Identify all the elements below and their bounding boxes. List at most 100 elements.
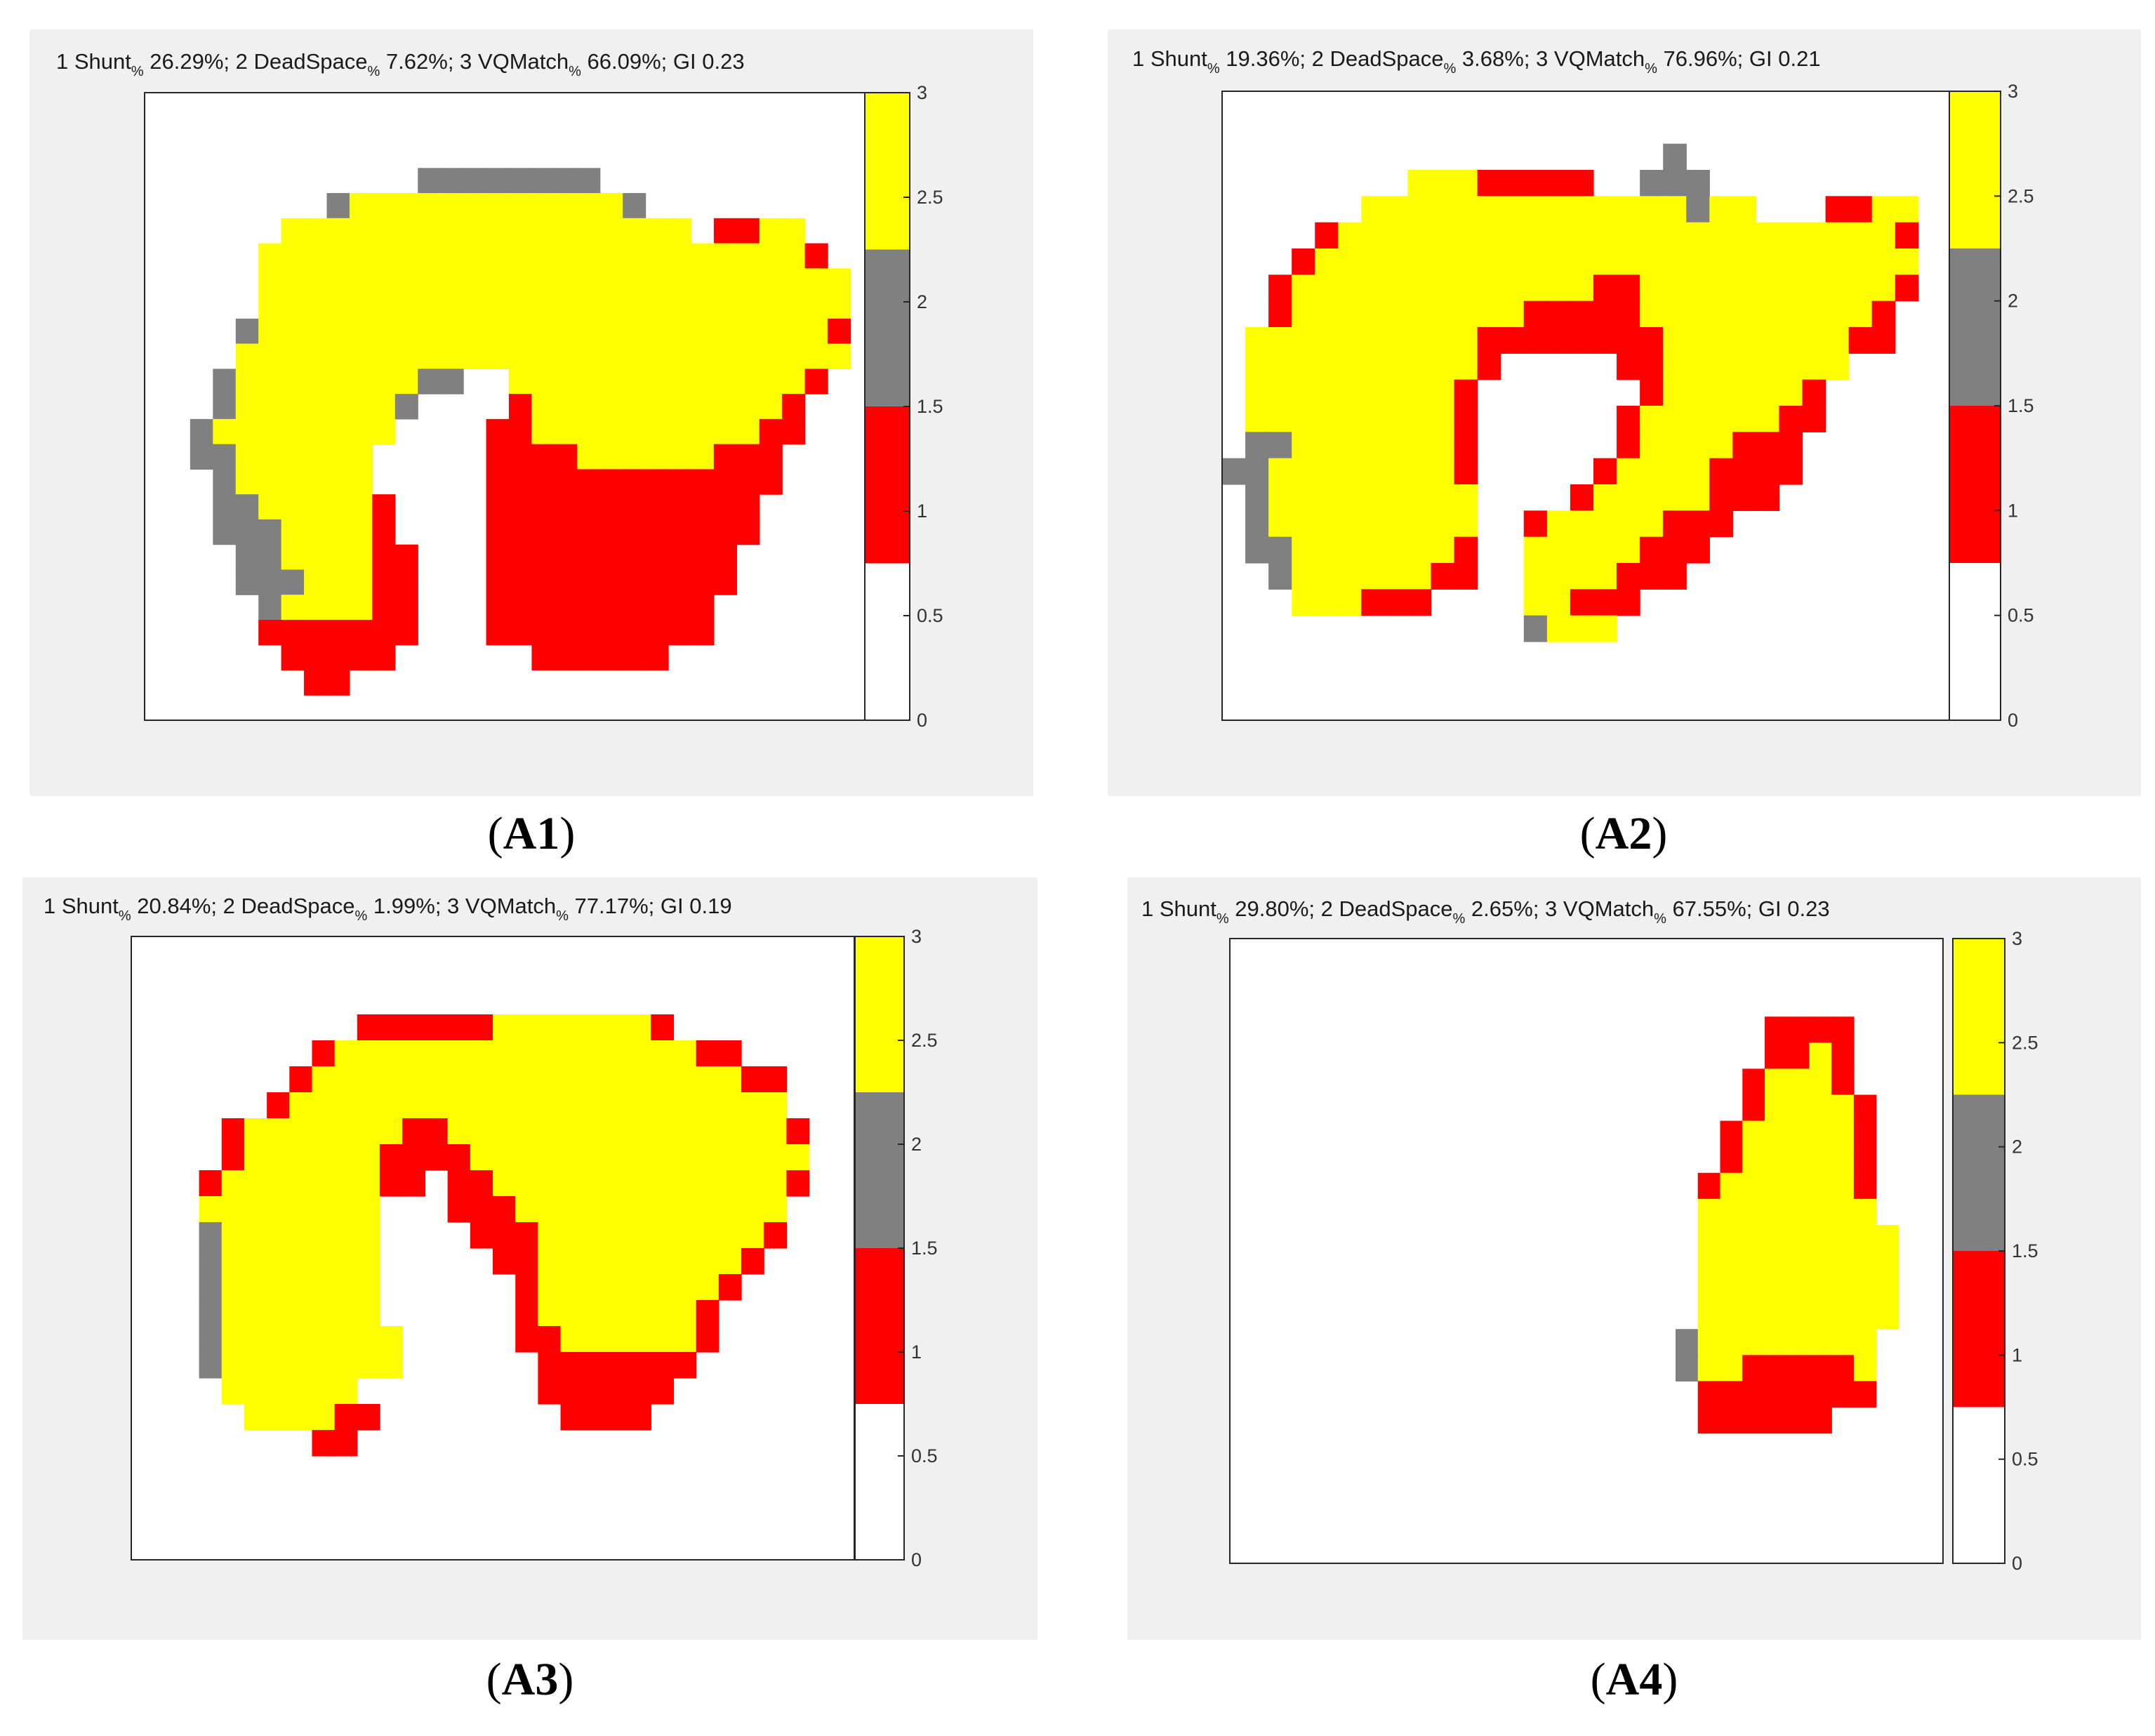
vqmatch-cell <box>289 1118 313 1145</box>
vqmatch-cell <box>1848 222 1873 249</box>
vqmatch-cell <box>470 1092 493 1119</box>
vqmatch-cell <box>599 268 623 294</box>
vqmatch-cell <box>1361 249 1386 275</box>
vqmatch-cell <box>289 1274 313 1301</box>
vqmatch-cell <box>1315 249 1339 275</box>
vqmatch-cell <box>713 243 737 269</box>
shunt-cell <box>1617 432 1640 459</box>
vqmatch-cell <box>828 343 851 369</box>
shunt-cell <box>1831 1068 1855 1096</box>
vqmatch-cell <box>1338 458 1362 485</box>
shunt-cell <box>372 494 396 520</box>
vqmatch-cell <box>583 1248 606 1275</box>
deadspace-cell <box>235 494 259 520</box>
deadspace-cell <box>1676 1355 1699 1382</box>
shunt-cell <box>402 1144 426 1171</box>
vqmatch-cell <box>1454 170 1478 197</box>
vqmatch-cell <box>1831 1172 1855 1200</box>
vqmatch-cell <box>673 1170 697 1197</box>
vqmatch-cell <box>447 1092 471 1119</box>
vqmatch-cell <box>1523 536 1548 564</box>
vqmatch-cell <box>1338 406 1362 432</box>
vqmatch-cell <box>1523 274 1548 302</box>
vqmatch-cell <box>1315 406 1339 432</box>
vqmatch-cell <box>486 268 510 294</box>
vqmatch-cell <box>1809 1042 1832 1070</box>
vqmatch-cell <box>244 1326 267 1353</box>
shunt-cell <box>425 1118 449 1145</box>
vqmatch-cell <box>470 1066 493 1093</box>
vqmatch-cell <box>1848 249 1873 275</box>
vqmatch-cell <box>691 268 715 294</box>
shunt-cell <box>1617 274 1640 302</box>
vqmatch-cell <box>764 1144 788 1171</box>
vqmatch-cell <box>1315 536 1339 564</box>
shunt-cell <box>1732 484 1757 511</box>
vqmatch-cell <box>418 343 442 369</box>
shunt-cell <box>531 644 555 671</box>
shunt-cell <box>1361 589 1386 616</box>
vqmatch-cell <box>1546 563 1571 590</box>
vqmatch-cell <box>281 343 305 369</box>
shunt-cell <box>531 619 555 646</box>
vqmatch-cell <box>486 243 510 269</box>
vqmatch-cell <box>1315 327 1339 354</box>
vqmatch-cell <box>1786 1146 1810 1174</box>
vqmatch-cell <box>1361 484 1386 511</box>
panel-label: A3 <box>501 1654 559 1705</box>
vqmatch-cell <box>470 1144 493 1171</box>
vqmatch-cell <box>583 1170 606 1197</box>
heatmap-cells <box>190 168 851 696</box>
vqmatch-cell <box>304 293 328 319</box>
shunt-cell <box>486 619 510 646</box>
vqmatch-cell <box>1384 563 1409 590</box>
vqmatch-cell <box>651 1040 675 1067</box>
vqmatch-cell <box>554 193 578 219</box>
vqmatch-cell <box>1697 1251 1721 1278</box>
shunt-cell <box>599 469 623 495</box>
vqmatch-cell <box>560 1144 584 1171</box>
colorbar-tick-label: 3 <box>917 82 927 103</box>
shunt-cell <box>1523 300 1548 328</box>
vqmatch-cell <box>645 369 669 395</box>
vqmatch-cell <box>696 1144 720 1171</box>
colorbar-tick-label: 0.5 <box>911 1445 938 1466</box>
vqmatch-cell <box>1640 222 1664 249</box>
vqmatch-cell <box>312 1170 336 1197</box>
vqmatch-cell <box>1742 1198 1765 1226</box>
vqmatch-cell <box>1315 274 1339 302</box>
heatmap-panel: 1 Shunt% 26.29%; 2 DeadSpace% 7.62%; 3 V… <box>29 29 1033 796</box>
vqmatch-cell <box>463 243 487 269</box>
vqmatch-cell <box>334 1118 358 1145</box>
vqmatch-cell <box>1338 589 1362 616</box>
shunt-cell <box>1640 327 1664 354</box>
vqmatch-cell <box>1709 353 1733 380</box>
shunt-cell <box>531 595 555 621</box>
vqmatch-cell <box>1854 1198 1877 1226</box>
vqmatch-cell <box>1315 510 1339 538</box>
vqmatch-cell <box>1454 327 1478 354</box>
deadspace-cell <box>440 369 464 395</box>
vqmatch-cell <box>599 343 623 369</box>
vqmatch-cell <box>628 1248 651 1275</box>
vqmatch-cell <box>1732 327 1757 354</box>
vqmatch-cell <box>1292 510 1315 538</box>
shunt-cell <box>394 595 418 621</box>
vqmatch-cell <box>1338 432 1362 459</box>
vqmatch-cell <box>380 1040 403 1067</box>
vqmatch-cell <box>1786 1094 1810 1122</box>
shunt-cell <box>605 1404 629 1431</box>
shunt-cell <box>515 1300 538 1327</box>
shunt-cell <box>623 494 646 520</box>
vqmatch-cell <box>1431 170 1455 197</box>
vqmatch-cell <box>281 444 305 470</box>
vqmatch-cell <box>1407 510 1432 538</box>
vqmatch-cell <box>1786 1172 1810 1200</box>
shunt-cell <box>804 243 828 269</box>
shunt-cell <box>1523 510 1548 538</box>
shunt-cell <box>1686 510 1710 538</box>
vqmatch-cell <box>759 394 783 420</box>
shunt-cell <box>786 1118 810 1145</box>
vqmatch-cell <box>258 318 282 345</box>
vqmatch-cell <box>1786 1068 1810 1096</box>
